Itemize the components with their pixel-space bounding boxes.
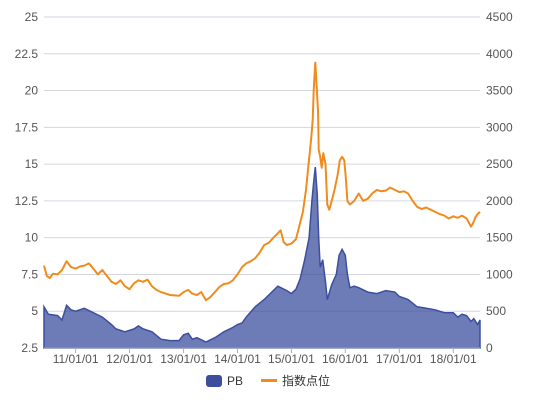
y-right-tick-label: 3500 bbox=[486, 84, 513, 98]
x-tick-label: 18/01/01 bbox=[430, 352, 477, 366]
x-tick-label: 14/01/01 bbox=[214, 352, 261, 366]
series-layer bbox=[43, 61, 481, 349]
y-left-tick-label: 22.5 bbox=[15, 47, 39, 61]
legend-item-index[interactable]: 指数点位 bbox=[261, 372, 330, 389]
y-right-tick-label: 4500 bbox=[486, 10, 513, 24]
x-tick-label: 13/01/01 bbox=[160, 352, 207, 366]
y-left-tick-label: 15 bbox=[25, 157, 39, 171]
legend-swatch-index bbox=[261, 379, 277, 382]
x-tick-label: 17/01/01 bbox=[376, 352, 423, 366]
x-tick-label: 15/01/01 bbox=[268, 352, 315, 366]
y-left-tick-label: 5 bbox=[31, 304, 38, 318]
series-area-pb bbox=[43, 167, 481, 349]
y-right-tick-label: 500 bbox=[486, 304, 506, 318]
legend-label-pb: PB bbox=[226, 373, 243, 388]
y-right-tick-label: 1000 bbox=[486, 267, 513, 281]
x-tick-label: 11/01/01 bbox=[53, 352, 99, 366]
legend-item-pb[interactable]: PB bbox=[205, 373, 243, 388]
y-left-tick-label: 10 bbox=[25, 231, 39, 245]
y-right-tick-label: 0 bbox=[486, 341, 493, 355]
y-left-tick-label: 2.5 bbox=[21, 341, 38, 355]
y-left-tick-label: 25 bbox=[25, 10, 39, 24]
series-line-index bbox=[43, 61, 481, 302]
y-right-tick-label: 3000 bbox=[486, 120, 513, 134]
y-right-tick-label: 2500 bbox=[486, 157, 513, 171]
y-left-tick-label: 20 bbox=[25, 84, 39, 98]
y-right-tick-label: 4000 bbox=[486, 47, 513, 61]
x-tick-label: 12/01/01 bbox=[106, 352, 153, 366]
x-tick-label: 16/01/01 bbox=[322, 352, 369, 366]
y-right-tick-label: 2000 bbox=[486, 194, 513, 208]
y-left-tick-label: 17.5 bbox=[15, 120, 39, 134]
y-right-tick-label: 1500 bbox=[486, 231, 513, 245]
legend-label-index: 指数点位 bbox=[282, 374, 331, 388]
grid-lines bbox=[44, 16, 480, 349]
legend: PB 指数点位 bbox=[0, 372, 536, 389]
legend-swatch-pb bbox=[205, 374, 222, 387]
y-left-tick-label: 7.5 bbox=[21, 267, 38, 281]
axes: 25 22.5 20 17.5 15 12.5 10 7.5 5 2.5 4500 4000 3500 3… bbox=[15, 10, 513, 366]
y-left-tick-label: 12.5 bbox=[15, 194, 39, 208]
